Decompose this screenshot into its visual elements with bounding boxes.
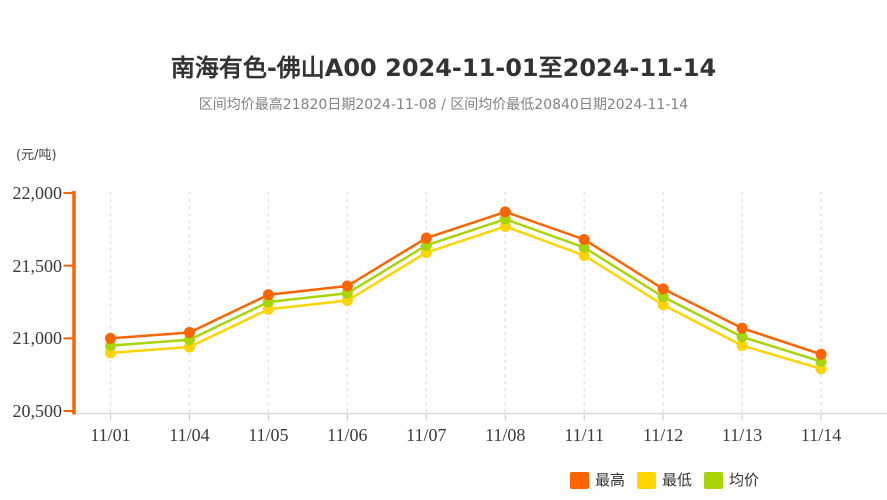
y-axis-label: 21,000 xyxy=(12,328,63,349)
data-point-low[interactable] xyxy=(578,249,590,261)
x-axis-label: 11/11 xyxy=(564,425,605,445)
page-title: 南海有色-佛山A00 2024-11-01至2024-11-14 xyxy=(170,54,717,82)
x-axis-label: 11/06 xyxy=(327,425,368,445)
data-point-avg[interactable] xyxy=(657,291,669,303)
data-point-avg[interactable] xyxy=(578,242,590,253)
data-point-high[interactable] xyxy=(262,289,274,301)
x-axis-label: 11/04 xyxy=(169,425,210,445)
data-point-high[interactable] xyxy=(657,283,669,295)
x-axis-label: 11/12 xyxy=(642,425,684,445)
x-axis-label: 11/05 xyxy=(248,425,289,445)
y-axis-label: 20,500 xyxy=(12,401,63,421)
legend-label-high: 最高 xyxy=(595,471,626,489)
x-axis-label: 11/07 xyxy=(406,425,447,445)
series-line-low xyxy=(109,225,823,371)
data-point-high[interactable] xyxy=(736,322,748,334)
chart-subtitle: 区间均价最高21820日期2024-11-08 / 区间均价最低20840日期2… xyxy=(198,97,689,113)
y-axis-unit-label: (元/吨) xyxy=(16,148,57,163)
data-point-low[interactable] xyxy=(736,340,748,352)
legend-item-avg[interactable]: 均价 xyxy=(704,471,759,490)
y-axis-label: 21,500 xyxy=(12,255,63,276)
legend: 最高 最低 均价 xyxy=(570,471,759,490)
legend-label-avg: 均价 xyxy=(729,471,760,489)
x-axis-label: 11/14 xyxy=(800,425,842,445)
series-line-high xyxy=(109,210,823,356)
legend-item-high[interactable]: 最高 xyxy=(570,471,625,490)
data-point-high[interactable] xyxy=(341,280,353,292)
data-point-high[interactable] xyxy=(578,234,590,246)
data-point-high[interactable] xyxy=(499,206,511,218)
data-point-high[interactable] xyxy=(420,232,432,244)
legend-swatch-high xyxy=(570,472,589,489)
y-axis-label: 22,000 xyxy=(12,183,63,203)
data-point-high[interactable] xyxy=(183,327,195,339)
x-axis-label: 11/13 xyxy=(721,425,763,445)
x-axis-label: 11/08 xyxy=(485,425,526,445)
legend-label-low: 最低 xyxy=(662,471,693,489)
legend-swatch-avg xyxy=(704,472,724,489)
data-point-high[interactable] xyxy=(105,332,116,344)
data-point-low[interactable] xyxy=(657,299,669,311)
data-point-avg[interactable] xyxy=(736,331,748,343)
legend-item-low[interactable]: 最低 xyxy=(637,471,692,490)
data-point-high[interactable] xyxy=(815,348,827,360)
series-line-avg xyxy=(109,217,823,363)
x-axis-label: 11/01 xyxy=(90,425,131,445)
legend-swatch-low xyxy=(637,472,657,489)
